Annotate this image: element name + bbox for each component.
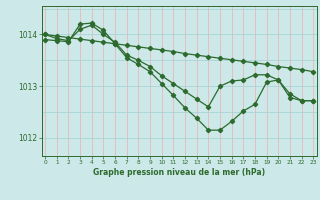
X-axis label: Graphe pression niveau de la mer (hPa): Graphe pression niveau de la mer (hPa) (93, 168, 265, 177)
